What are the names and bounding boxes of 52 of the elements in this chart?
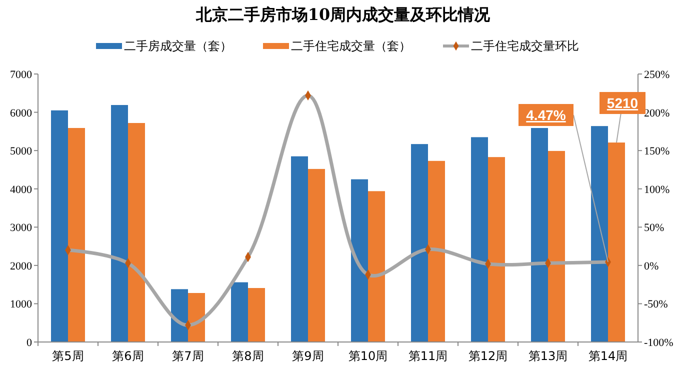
bar [188,292,205,342]
y2-tick-label: 100% [644,184,670,196]
x-tick-label: 第12周 [468,349,508,363]
x-tick-label: 第9周 [292,349,324,363]
bar [591,126,608,342]
bar [488,157,505,342]
bar [351,179,368,342]
bar [231,282,248,342]
x-tick-label: 第6周 [112,349,144,363]
y-tick-label: 3000 [10,222,32,234]
bar [128,123,145,342]
y2-tick-label: 50% [644,222,664,234]
y-tick-label: 2000 [10,260,32,272]
y-tick-label: 6000 [10,107,32,120]
y2-tick-label: 200% [644,107,670,120]
bar [428,160,445,342]
y-tick-label: 1000 [10,298,32,311]
bar [308,168,325,342]
x-tick-label: 第13周 [528,349,568,363]
data-label: 5210 [606,95,638,111]
bar [248,288,265,342]
y2-tick-label: 0% [644,260,659,272]
y-tick-label: 7000 [10,69,32,81]
legend-label: 二手房成交量（套） [124,39,232,53]
bar [411,144,428,342]
y2-tick-label: -50% [644,298,668,311]
y2-tick-label: 150% [644,146,670,158]
bar [608,142,625,342]
y-tick-label: 0 [26,337,32,349]
x-tick-label: 第7周 [172,349,204,363]
y2-tick-label: -100% [644,337,674,349]
chart-title: 北京二手房市场10周内成交量及环比情况 [194,5,492,24]
x-tick-label: 第11周 [408,349,448,363]
bar [531,128,548,342]
bar [548,150,565,342]
x-tick-label: 第5周 [52,349,84,363]
y-tick-label: 4000 [10,184,32,196]
bar [68,128,85,342]
bar [471,137,488,342]
y-tick-label: 5000 [10,146,32,158]
bar [291,156,308,342]
legend-label: 二手住宅成交量（套） [291,39,411,53]
legend-label: 二手住宅成交量环比 [471,39,579,53]
data-label: 4.47% [526,107,566,123]
x-tick-label: 第10周 [348,349,388,363]
y2-tick-label: 250% [644,69,670,81]
bar [171,289,188,342]
x-tick-label: 第8周 [232,349,264,363]
x-tick-label: 第14周 [588,349,628,363]
bar [111,105,128,342]
bar [368,191,385,342]
bar [51,110,68,342]
